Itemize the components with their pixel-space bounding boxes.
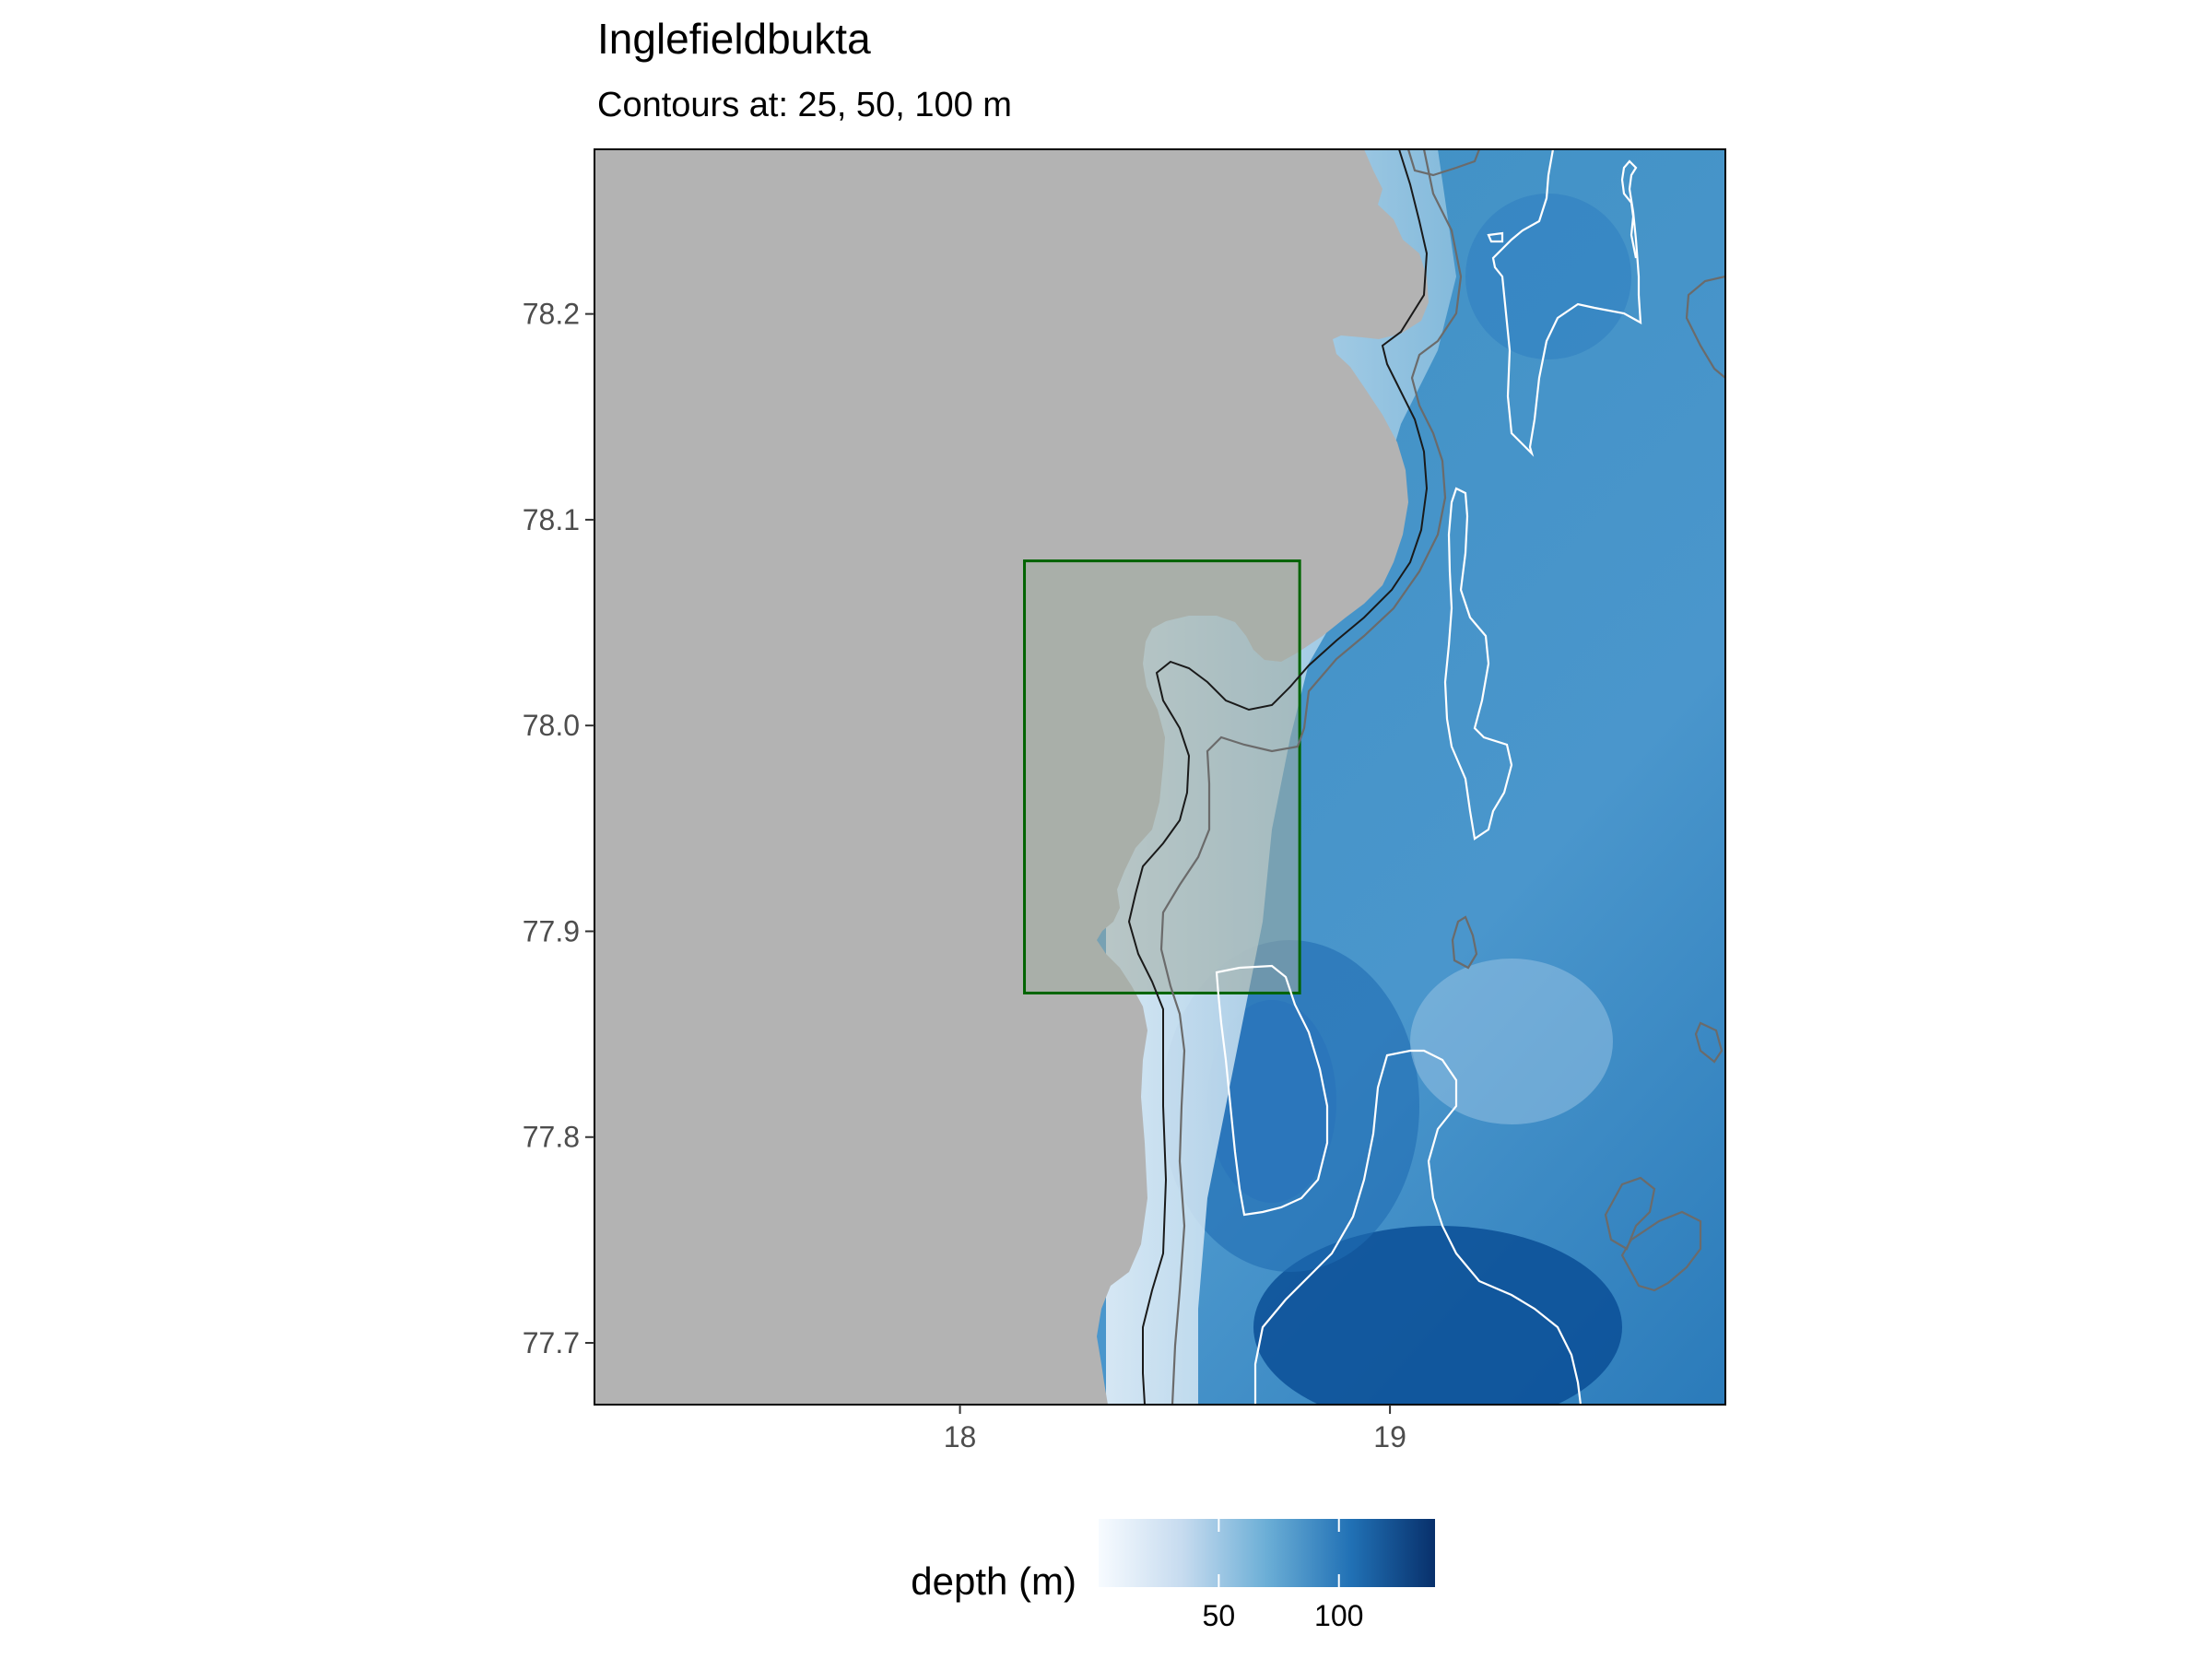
y-tick-label: 78.0: [523, 709, 580, 742]
y-tick-label: 77.8: [523, 1121, 580, 1154]
legend-tick-label: 50: [1203, 1599, 1236, 1632]
map-subtitle: Contours at: 25, 50, 100 m: [597, 86, 1012, 124]
deep-basin: [1465, 194, 1631, 359]
x-tick-label: 18: [944, 1420, 977, 1453]
y-tick-label: 78.2: [523, 298, 580, 331]
y-axis: 78.2 78.1 78.0 77.9 77.8 77.7: [523, 298, 594, 1359]
map-panel: [594, 149, 1725, 1429]
legend-colorbar: [1099, 1519, 1435, 1587]
x-axis: 18 19: [944, 1405, 1406, 1453]
legend: depth (m) 50 100: [911, 1519, 1435, 1632]
map-title: Inglefieldbukta: [597, 15, 871, 63]
y-tick-label: 77.7: [523, 1326, 580, 1359]
shallow-bank: [1410, 959, 1613, 1124]
y-tick-label: 77.9: [523, 914, 580, 947]
y-tick-label: 78.1: [523, 503, 580, 536]
x-tick-label: 19: [1373, 1420, 1406, 1453]
legend-tick-label: 100: [1314, 1599, 1363, 1632]
legend-title: depth (m): [911, 1559, 1077, 1603]
